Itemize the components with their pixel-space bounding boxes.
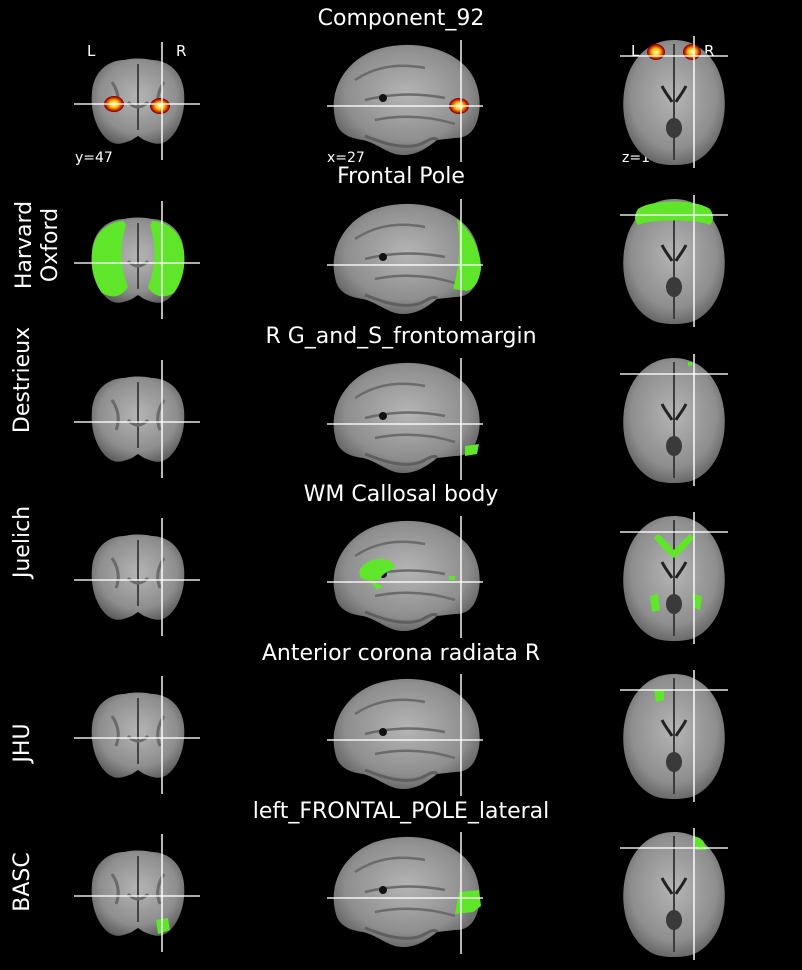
row-label-harvard-oxford: Harvard Oxford [12, 195, 64, 295]
sagittal-brain [333, 836, 480, 948]
atlas-overlay [650, 594, 660, 612]
region-title-destrieux: R G_and_S_frontomargin [265, 324, 537, 349]
coord-y-label: y=47 [75, 150, 113, 166]
figure-title: Component_92 [317, 6, 485, 31]
axial-slice-jhu [620, 670, 728, 802]
activation-blob [150, 98, 170, 114]
activation-blob [647, 44, 665, 60]
row-label-juelich: Juelich [10, 505, 35, 579]
row-label-destrieux: Destrieux [10, 326, 35, 434]
right-label-coronal: R [176, 42, 187, 60]
atlas-overlay [359, 558, 395, 581]
sagittal-brain [333, 362, 480, 474]
axial-slice-harvard-oxford [620, 195, 728, 327]
atlas-overlay [148, 221, 185, 297]
atlas-overlay [449, 576, 455, 580]
sagittal-slice-juelich [327, 516, 483, 638]
sagittal-brain [333, 678, 480, 790]
coronal-slice-harvard-oxford [74, 201, 200, 319]
sagittal-slice-destrieux [327, 358, 483, 480]
coronal-slice-destrieux [74, 360, 200, 478]
coronal-slice-component [74, 42, 200, 160]
left-label-axial: L [631, 42, 640, 60]
region-title-juelich: WM Callosal body [303, 482, 499, 507]
right-label-axial: R [704, 42, 715, 60]
atlas-overlay [654, 534, 694, 558]
activation-blob [683, 44, 701, 60]
axial-slice-basc [620, 828, 728, 960]
coronal-slice-jhu [74, 676, 200, 794]
atlas-overlay [654, 690, 664, 702]
sagittal-slice-harvard-oxford [327, 199, 483, 321]
region-title-jhu: Anterior corona radiata R [261, 641, 541, 666]
region-title-basc: left_FRONTAL_POLE_lateral [252, 799, 550, 824]
atlas-overlay [694, 836, 706, 850]
atlas-overlay [465, 444, 479, 456]
axial-slice-destrieux [620, 354, 728, 486]
left-label-coronal: L [87, 42, 96, 60]
atlas-overlay [453, 219, 481, 291]
axial-slice-component [620, 36, 728, 168]
sagittal-slice-component [327, 40, 483, 162]
atlas-overlay [688, 362, 692, 366]
coronal-slice-juelich [74, 518, 200, 636]
sagittal-slice-basc [327, 832, 483, 954]
row-label-oxford: Oxford [38, 207, 63, 283]
sagittal-brain [333, 520, 480, 632]
row-label-basc: BASC [10, 852, 35, 912]
coord-x-label: x=27 [327, 150, 365, 166]
axial-slice-juelich [620, 512, 728, 644]
sagittal-slice-jhu [327, 674, 483, 796]
region-title-harvard: Frontal Pole [337, 164, 465, 189]
row-label-jhu: JHU [10, 723, 35, 763]
atlas-overlay [91, 221, 128, 297]
atlas-overlay [156, 918, 170, 934]
row-label-harvard: Harvard [12, 200, 37, 290]
coronal-slice-basc [74, 834, 200, 952]
